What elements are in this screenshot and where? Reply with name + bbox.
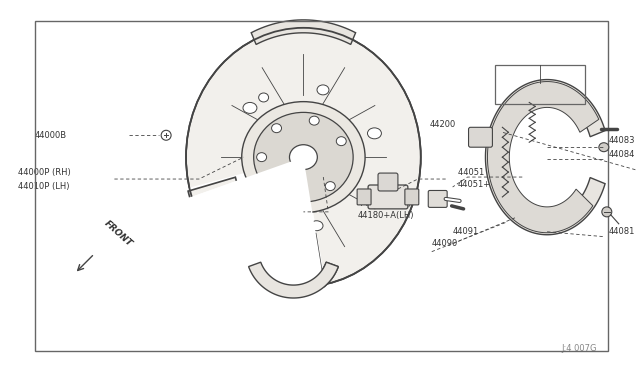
FancyBboxPatch shape bbox=[368, 185, 408, 209]
Polygon shape bbox=[486, 80, 605, 235]
Polygon shape bbox=[177, 157, 326, 301]
FancyBboxPatch shape bbox=[428, 190, 447, 207]
Ellipse shape bbox=[289, 145, 317, 170]
FancyBboxPatch shape bbox=[357, 189, 371, 205]
Ellipse shape bbox=[253, 112, 353, 202]
Text: 44090: 44090 bbox=[432, 239, 458, 248]
Ellipse shape bbox=[243, 102, 257, 113]
Circle shape bbox=[602, 207, 612, 217]
Ellipse shape bbox=[317, 85, 329, 95]
Text: 44081: 44081 bbox=[609, 227, 635, 236]
Text: FRONT: FRONT bbox=[102, 219, 134, 248]
FancyBboxPatch shape bbox=[405, 189, 419, 205]
Polygon shape bbox=[182, 157, 321, 296]
Text: J:4 007G: J:4 007G bbox=[561, 344, 597, 353]
Ellipse shape bbox=[257, 153, 267, 161]
Text: 44180   (RH): 44180 (RH) bbox=[358, 199, 411, 208]
Ellipse shape bbox=[271, 182, 282, 190]
Ellipse shape bbox=[242, 102, 365, 213]
FancyBboxPatch shape bbox=[468, 127, 492, 147]
Polygon shape bbox=[488, 81, 599, 233]
Polygon shape bbox=[188, 177, 324, 288]
Bar bbox=[495, 65, 585, 105]
Ellipse shape bbox=[367, 128, 381, 139]
Text: 44200: 44200 bbox=[429, 120, 456, 129]
Polygon shape bbox=[248, 262, 339, 298]
Polygon shape bbox=[251, 20, 356, 45]
Ellipse shape bbox=[325, 182, 335, 190]
Text: 44083: 44083 bbox=[609, 136, 636, 145]
Text: 44051   (RH): 44051 (RH) bbox=[458, 167, 511, 177]
FancyBboxPatch shape bbox=[378, 173, 398, 191]
Text: 44030(LH): 44030(LH) bbox=[251, 218, 294, 227]
Ellipse shape bbox=[186, 28, 420, 286]
Polygon shape bbox=[248, 262, 339, 298]
Circle shape bbox=[161, 130, 171, 140]
Text: 44010P (LH): 44010P (LH) bbox=[18, 182, 69, 190]
Text: 44060S: 44060S bbox=[542, 90, 574, 99]
Text: 44091: 44091 bbox=[452, 227, 479, 236]
Text: 44000B: 44000B bbox=[35, 131, 67, 140]
Text: 44180+A(LH): 44180+A(LH) bbox=[358, 211, 415, 220]
Text: 44051+A(LH): 44051+A(LH) bbox=[458, 180, 514, 189]
Ellipse shape bbox=[309, 116, 319, 125]
Text: 44020(RH): 44020(RH) bbox=[251, 206, 296, 215]
Ellipse shape bbox=[336, 137, 346, 146]
Bar bbox=[35, 21, 608, 351]
Ellipse shape bbox=[310, 221, 323, 231]
Ellipse shape bbox=[271, 124, 282, 133]
Text: 44000P (RH): 44000P (RH) bbox=[18, 167, 70, 177]
Ellipse shape bbox=[599, 143, 609, 152]
Wedge shape bbox=[185, 157, 324, 279]
Text: 44084: 44084 bbox=[609, 150, 635, 159]
Ellipse shape bbox=[259, 93, 269, 102]
